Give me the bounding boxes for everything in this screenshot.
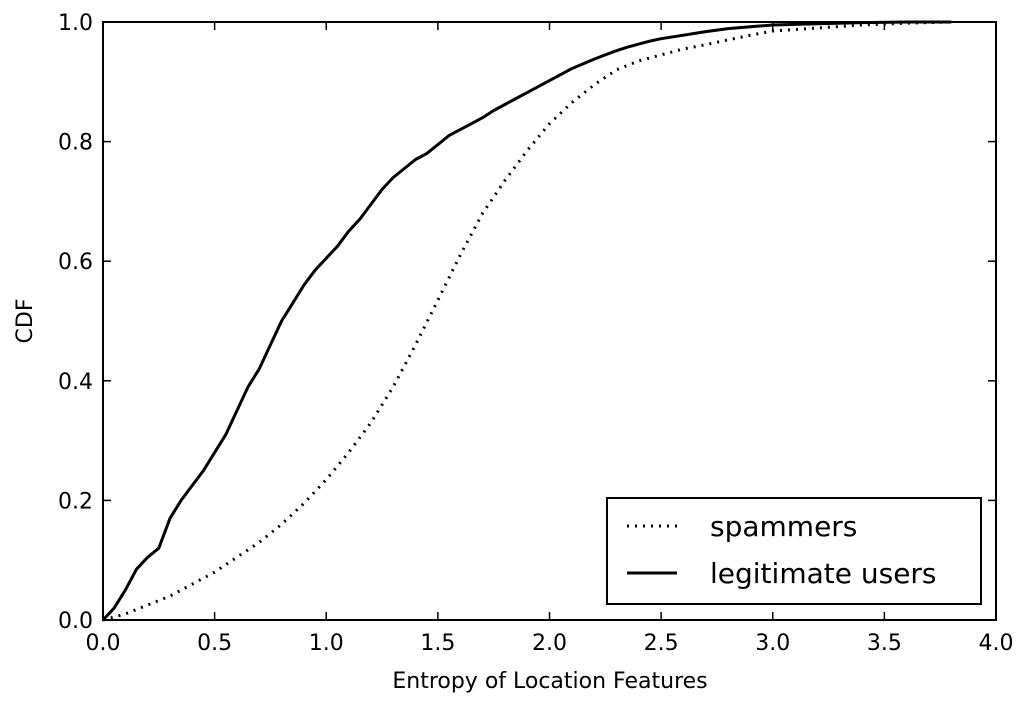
y-axis-label: CDF [13,299,38,344]
legend-label-legitimate-users: legitimate users [710,557,937,590]
x-tick-label: 1.5 [420,631,455,656]
y-tick-label: 0.6 [58,250,93,275]
series-line-legitimate-users [101,20,952,622]
y-tick-label: 0.8 [58,131,93,156]
y-tick-label: 0.2 [58,489,93,514]
legend: spammers legitimate users [606,497,982,605]
x-tick-label: 0.0 [86,631,121,656]
x-tick-label: 2.5 [644,631,679,656]
y-tick-label: 1.0 [58,11,93,36]
x-axis-ticks: 0.0 0.5 1.0 1.5 2.0 2.5 3.0 3.5 4.0 [86,22,1014,656]
y-tick-label: 0.4 [58,370,93,395]
series-line-spammers [102,20,952,622]
legend-frame [606,497,982,605]
y-tick-label: 0.0 [58,609,93,634]
x-tick-label: 0.5 [197,631,232,656]
x-tick-label: 1.0 [309,631,344,656]
y-axis-ticks: 0.0 0.2 0.4 0.6 0.8 1.0 [58,11,996,634]
legend-label-spammers: spammers [710,510,857,543]
x-axis-label: Entropy of Location Features [392,669,707,694]
plot-lines [101,20,952,622]
x-tick-label: 4.0 [979,631,1014,656]
x-tick-label: 3.0 [755,631,790,656]
x-tick-label: 2.0 [532,631,567,656]
x-tick-label: 3.5 [867,631,902,656]
